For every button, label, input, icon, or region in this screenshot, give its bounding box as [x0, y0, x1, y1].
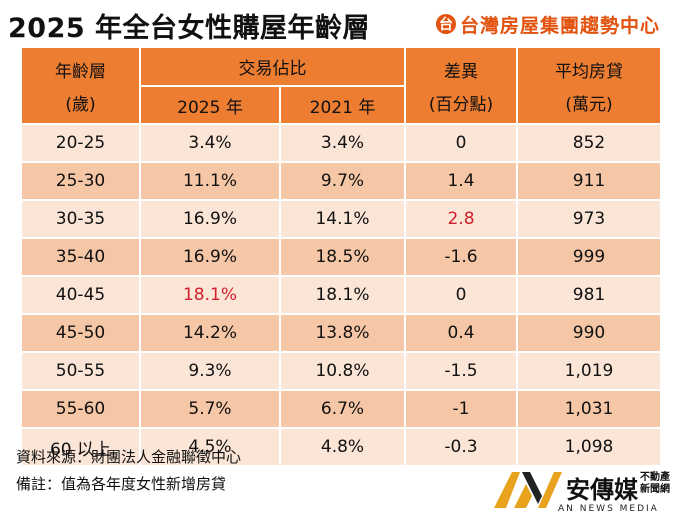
- cell-loan: 852: [518, 125, 660, 161]
- header-diff: 差異 (百分點): [406, 48, 516, 123]
- cell-y2021: 6.7%: [281, 391, 404, 427]
- source-note: 資料來源：財團法人金融聯徵中心: [16, 448, 242, 466]
- cell-y2021: 18.1%: [281, 277, 404, 313]
- cell-loan: 999: [518, 239, 660, 275]
- cell-diff: -1.5: [406, 353, 516, 389]
- cell-age: 60 以上: [22, 429, 139, 465]
- cell-y2025: 16.9%: [141, 201, 279, 237]
- table-row: 20-25 3.4% 3.4% 0 852: [22, 125, 660, 161]
- header-share: 交易佔比: [141, 48, 404, 85]
- logo-mark-icon: [494, 472, 562, 508]
- cell-loan: 973: [518, 201, 660, 237]
- page-title: 2025 年全台女性購屋年齡層: [8, 13, 371, 44]
- cell-loan: 911: [518, 163, 660, 199]
- logo-tag-1: 不動產: [640, 472, 670, 483]
- cell-y2025: 11.1%: [141, 163, 279, 199]
- brand-name: 台灣房屋集團趨勢中心: [460, 14, 661, 37]
- brand-logo: 台 台灣房屋集團趨勢中心: [436, 12, 661, 37]
- remark-note: 備註：值為各年度女性新增房貸: [16, 475, 227, 493]
- cell-age: 45-50: [22, 315, 139, 351]
- table-body: 20-25 3.4% 3.4% 0 852 25-30 11.1% 9.7% 1.4 911 30-…: [22, 125, 660, 465]
- cell-diff: 0: [406, 277, 516, 313]
- cell-diff: -1.6: [406, 239, 516, 275]
- cell-diff: -0.3: [406, 429, 516, 465]
- logo-tag: 不動產 新聞網: [640, 472, 670, 496]
- header-loan: 平均房貸 (萬元): [518, 48, 660, 123]
- cell-diff: 2.8: [406, 201, 516, 237]
- cell-loan: 1,031: [518, 391, 660, 427]
- data-table: 年齡層 (歲) 交易佔比 差異 (百分點) 平均房貸 (萬元) 2025 年 2…: [20, 46, 662, 467]
- cell-y2021: 18.5%: [281, 239, 404, 275]
- cell-y2021: 4.8%: [281, 429, 404, 465]
- cell-loan: 1,019: [518, 353, 660, 389]
- header-year-2025: 2025 年: [141, 87, 279, 123]
- cell-diff: 0: [406, 125, 516, 161]
- cell-loan: 990: [518, 315, 660, 351]
- table-row: 25-30 11.1% 9.7% 1.4 911: [22, 163, 660, 199]
- header-diff-unit: (百分點): [428, 94, 494, 115]
- cell-diff: -1: [406, 391, 516, 427]
- table-row: 60 以上 4.5% 4.8% -0.3 1,098: [22, 429, 660, 465]
- table-row: 30-35 16.9% 14.1% 2.8 973: [22, 201, 660, 237]
- header-age-label: 年齡層: [55, 61, 106, 82]
- header-age-unit: (歲): [65, 94, 96, 115]
- cell-diff: 1.4: [406, 163, 516, 199]
- header-diff-label: 差異: [444, 61, 478, 82]
- cell-loan: 981: [518, 277, 660, 313]
- table-row: 50-55 9.3% 10.8% -1.5 1,019: [22, 353, 660, 389]
- header-loan-unit: (萬元): [565, 94, 613, 115]
- logo-subtitle: AN NEWS MEDIA: [558, 504, 659, 514]
- cell-y2025: 5.7%: [141, 391, 279, 427]
- cell-diff: 0.4: [406, 315, 516, 351]
- cell-age: 30-35: [22, 201, 139, 237]
- cell-age: 40-45: [22, 277, 139, 313]
- cell-age: 20-25: [22, 125, 139, 161]
- cell-age: 55-60: [22, 391, 139, 427]
- header-age: 年齡層 (歲): [22, 48, 139, 123]
- cell-age: 25-30: [22, 163, 139, 199]
- cell-y2025: 18.1%: [141, 277, 279, 313]
- cell-y2021: 14.1%: [281, 201, 404, 237]
- header-year-2021: 2021 年: [281, 87, 404, 123]
- brand-icon: 台: [436, 14, 456, 34]
- logo-name: 安傳媒: [566, 476, 638, 504]
- cell-y2025: 16.9%: [141, 239, 279, 275]
- cell-y2025: 9.3%: [141, 353, 279, 389]
- table-row: 35-40 16.9% 18.5% -1.6 999: [22, 239, 660, 275]
- header-loan-label: 平均房貸: [555, 61, 623, 82]
- cell-age: 35-40: [22, 239, 139, 275]
- cell-y2025: 14.2%: [141, 315, 279, 351]
- table-row: 40-45 18.1% 18.1% 0 981: [22, 277, 660, 313]
- cell-y2025: 3.4%: [141, 125, 279, 161]
- cell-age: 50-55: [22, 353, 139, 389]
- cell-loan: 1,098: [518, 429, 660, 465]
- logo-tag-2: 新聞網: [640, 484, 670, 495]
- cell-y2025: 4.5%: [141, 429, 279, 465]
- cell-y2021: 10.8%: [281, 353, 404, 389]
- table-row: 45-50 14.2% 13.8% 0.4 990: [22, 315, 660, 351]
- media-logo: 安傳媒 不動產 新聞網 AN NEWS MEDIA: [492, 468, 692, 518]
- table-row: 55-60 5.7% 6.7% -1 1,031: [22, 391, 660, 427]
- cell-y2021: 3.4%: [281, 125, 404, 161]
- cell-y2021: 13.8%: [281, 315, 404, 351]
- cell-y2021: 9.7%: [281, 163, 404, 199]
